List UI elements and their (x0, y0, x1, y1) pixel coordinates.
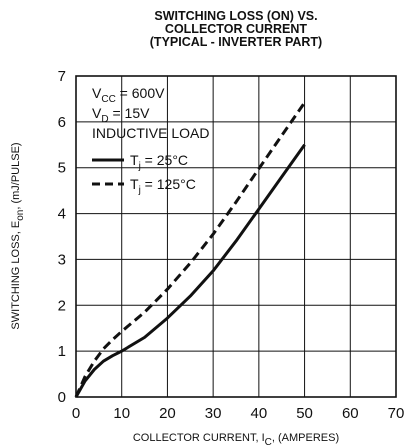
chart-title-line: COLLECTOR CURRENT (165, 22, 307, 36)
y-tick-label: 3 (58, 251, 66, 268)
y-tick-label: 1 (58, 343, 66, 360)
series-lines (74, 101, 306, 398)
x-tick-label: 70 (388, 405, 405, 422)
legend-label: Tj = 125°C (130, 176, 196, 196)
y-tick-label: 0 (58, 389, 66, 406)
legend-label: Tj = 25°C (130, 152, 188, 172)
x-tick-label: 10 (113, 405, 130, 422)
series-line-125c (74, 101, 306, 398)
plot-frame (75, 75, 397, 398)
chart-title-line: SWITCHING LOSS (ON) VS. (154, 9, 317, 23)
y-tick-label: 2 (58, 297, 66, 314)
y-axis-title: SWITCHING LOSS, Eon, (mJ/PULSE) (10, 142, 26, 329)
x-axis-label: COLLECTOR CURRENT, IC, (AMPERES) (133, 432, 339, 448)
x-tick-labels: 0 10 20 30 40 50 60 70 (72, 405, 405, 422)
x-tick-label: 60 (342, 405, 359, 422)
x-axis-title: COLLECTOR CURRENT, IC, (AMPERES) (133, 432, 339, 448)
chart-title-line: (TYPICAL - INVERTER PART) (150, 35, 322, 49)
x-tick-label: 50 (296, 405, 313, 422)
legend: Tj = 25°C Tj = 125°C (92, 152, 196, 196)
y-tick-label: 7 (58, 68, 66, 85)
y-axis-label: SWITCHING LOSS, Eon, (mJ/PULSE) (10, 142, 26, 329)
series-line-25c (74, 143, 306, 398)
condition-text: VCC = 600V (92, 85, 165, 105)
x-tick-label: 40 (251, 405, 268, 422)
x-tick-label: 30 (205, 405, 222, 422)
condition-text: VD = 15V (92, 105, 150, 125)
x-tick-label: 0 (72, 405, 80, 422)
y-tick-label: 4 (58, 206, 66, 223)
y-tick-label: 5 (58, 160, 66, 177)
chart-title: SWITCHING LOSS (ON) VS.COLLECTOR CURRENT… (150, 9, 322, 49)
condition-text: INDUCTIVE LOAD (92, 125, 209, 141)
y-tick-labels: 0 1 2 3 4 5 6 7 (58, 68, 66, 406)
y-tick-label: 6 (58, 114, 66, 131)
x-tick-label: 20 (159, 405, 176, 422)
grid (76, 76, 396, 397)
